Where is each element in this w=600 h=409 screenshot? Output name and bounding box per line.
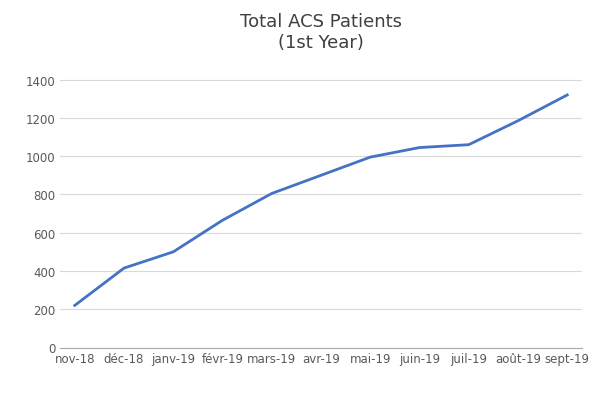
Title: Total ACS Patients
(1st Year): Total ACS Patients (1st Year) bbox=[240, 13, 402, 52]
